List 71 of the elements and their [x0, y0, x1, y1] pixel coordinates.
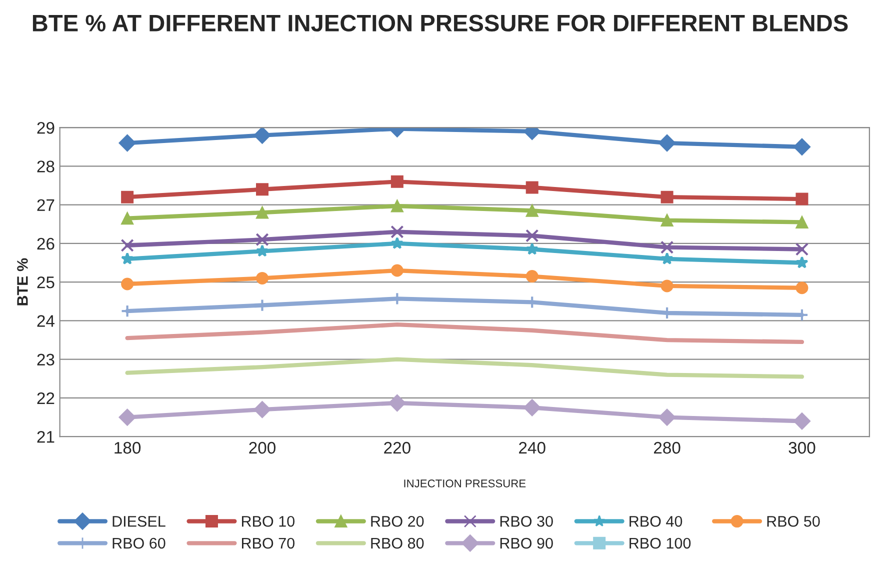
point	[660, 214, 674, 227]
legend-label: DIESEL	[112, 516, 166, 527]
point	[793, 412, 811, 430]
point	[526, 229, 539, 242]
x-axis-title: INJECTION PRESSURE	[404, 480, 526, 488]
y-tick-label: 23	[37, 354, 54, 366]
point	[121, 212, 134, 225]
legend-label: RBO 50	[767, 516, 820, 527]
point	[660, 190, 674, 204]
y-axis-title: BTE %	[17, 258, 28, 306]
point	[121, 190, 134, 204]
point	[526, 270, 538, 283]
point	[660, 240, 674, 254]
point	[526, 242, 538, 255]
legend-label: RBO 40	[630, 516, 682, 527]
y-tick-label: 29	[37, 122, 54, 134]
point	[658, 408, 676, 426]
legend-label: RBO 70	[242, 538, 294, 549]
point	[121, 278, 134, 290]
point	[795, 242, 809, 256]
point	[660, 280, 674, 292]
point	[793, 138, 811, 156]
y-tick-label: 28	[37, 160, 54, 172]
x-tick-label: 240	[519, 442, 546, 454]
point	[524, 399, 541, 416]
legend-label: RBO 60	[112, 538, 166, 549]
point	[796, 282, 808, 294]
point	[256, 183, 268, 196]
legend-label: RBO 100	[630, 538, 691, 549]
point	[254, 128, 271, 144]
point	[526, 181, 538, 194]
x-tick-label: 220	[384, 442, 410, 454]
point	[118, 134, 136, 152]
legend-label: RBO 20	[371, 516, 424, 527]
y-tick-label: 21	[37, 430, 54, 443]
point	[390, 175, 404, 188]
x-tick-label: 180	[114, 442, 141, 454]
point	[796, 216, 808, 228]
point	[256, 232, 269, 246]
legend-label: RBO 90	[500, 538, 553, 549]
x-tick-label: 300	[788, 442, 816, 454]
legend-label: RBO 10	[242, 516, 294, 527]
point	[256, 272, 268, 284]
y-tick-label: 25	[37, 276, 54, 288]
point	[120, 238, 134, 252]
point	[254, 401, 271, 418]
point	[390, 264, 404, 277]
y-tick-label: 24	[37, 315, 54, 327]
point	[796, 256, 808, 268]
y-tick-label: 22	[37, 392, 54, 404]
line-series	[125, 322, 804, 344]
point	[256, 206, 268, 219]
chart-title: BTE % AT DIFFERENT INJECTION PRESSURE FOR DIFFERENT BLENDS	[32, 14, 848, 32]
point	[120, 252, 134, 264]
point	[390, 236, 404, 249]
x-tick-label: 200	[249, 442, 276, 454]
point	[388, 394, 406, 412]
x-tick-label: 280	[654, 442, 680, 454]
point	[660, 252, 674, 264]
point	[658, 134, 676, 152]
point	[390, 200, 404, 212]
point	[390, 225, 404, 238]
y-tick-label: 27	[37, 199, 54, 211]
point	[256, 244, 269, 257]
line-series	[125, 357, 804, 379]
point	[526, 204, 538, 217]
legend-label: RBO 80	[371, 538, 424, 549]
point	[118, 408, 136, 426]
y-tick-label: 26	[37, 238, 54, 250]
legend-label: RBO 30	[500, 516, 553, 527]
point	[796, 192, 808, 206]
